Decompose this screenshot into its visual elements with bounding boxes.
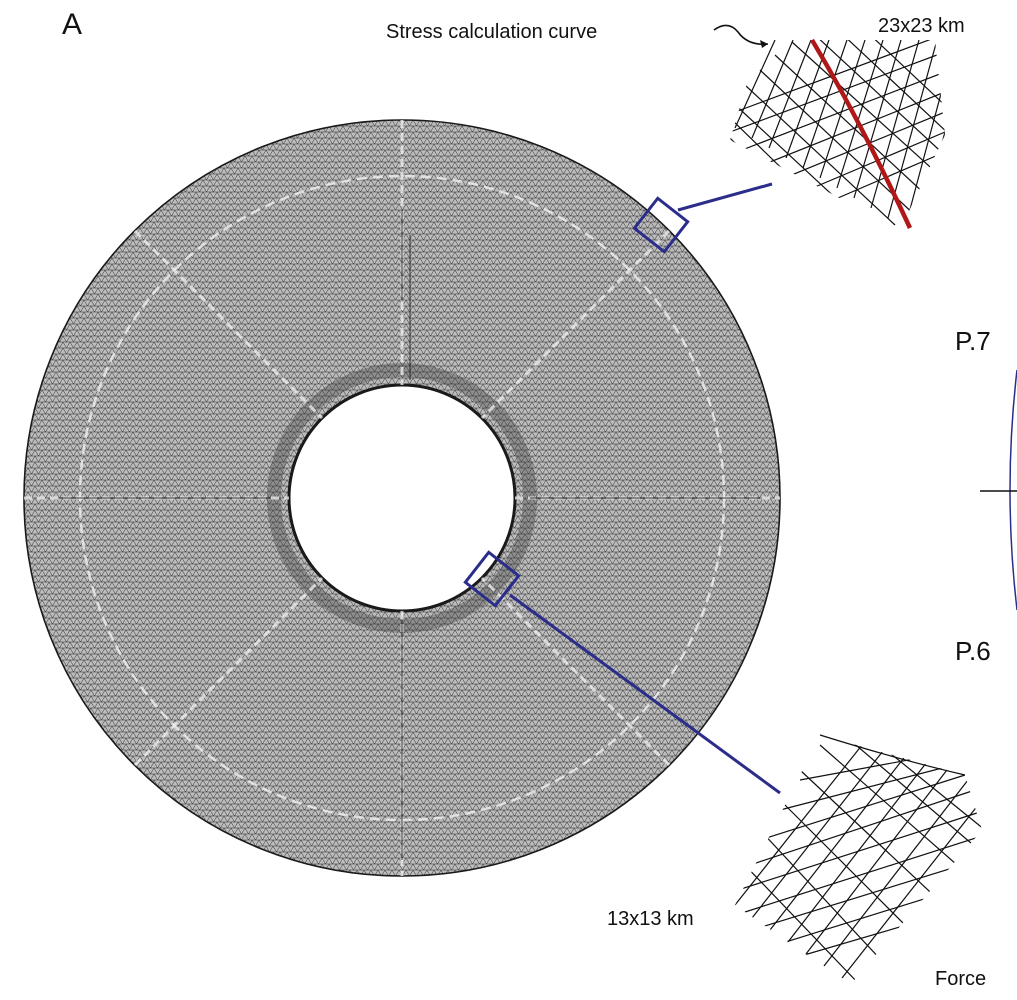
lower-leader-line [509,593,781,795]
point-label-p7: P.7 [955,326,991,356]
bottom-inset-mesh [735,735,982,985]
top-inset-mesh [730,40,945,230]
upper-leader-line [677,182,773,212]
right-panel-circle-arc [1009,369,1017,611]
right-panel-partial: P.7 P.6 [955,326,1017,666]
point-label-p6: P.6 [955,636,991,666]
annulus-mesh [23,119,781,877]
upper-highlight-box [632,196,690,254]
lower-highlight-box [463,550,521,608]
panel-label: A [62,8,82,41]
upper-highlight [632,182,773,254]
stress-calculation-curve [810,38,913,229]
bottom-inset-size-label: 13x13 km [607,908,694,930]
force-label: Force [935,968,986,990]
bottom-inset-edge [819,734,966,776]
inner-boundary [287,383,517,613]
dark-seams [60,210,760,860]
lower-highlight [463,550,781,795]
stress-curve-label: Stress calculation curve [386,21,597,43]
stress-curve-pointer-head [760,40,768,48]
stress-curve-pointer [713,24,769,46]
top-inset-size-label: 23x23 km [878,15,965,37]
